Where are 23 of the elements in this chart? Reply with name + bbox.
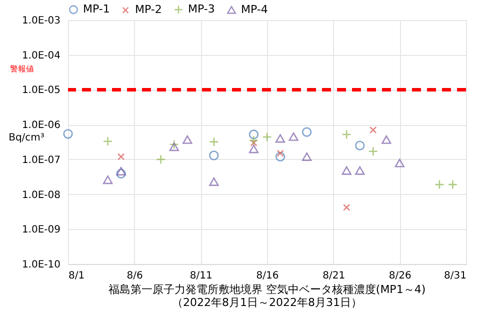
x-tick-label: 8/16 <box>256 270 279 282</box>
legend-label: MP-2 <box>135 3 162 16</box>
y-tick-label: 1.0E-10 <box>22 260 60 270</box>
x-tick-label: 8/1 <box>68 270 85 282</box>
x-tick-label: 8/21 <box>322 270 346 282</box>
y-tick-label: 1.0E-06 <box>22 120 60 132</box>
legend-label: MP-1 <box>83 2 110 16</box>
text: 福島第一原子力発電所敷地境界 空気中ベータ核種濃度(MP1～4) <box>108 283 426 296</box>
legend-label: MP-4 <box>241 2 268 16</box>
y-tick-label: 1.0E-09 <box>22 224 60 236</box>
y-axis-title: Bq/cm³ <box>8 132 44 144</box>
legend-label: MP-3 <box>188 2 215 16</box>
ref-line-label: 警報値 <box>10 64 34 74</box>
y-tick-label: 1.0E-05 <box>22 85 60 96</box>
x-tick-label: 8/6 <box>126 270 143 282</box>
x-tick-label: 8/11 <box>190 270 212 282</box>
y-tick-label: 1.0E-03 <box>22 16 60 26</box>
text: （2022年8月1日～2022年8月31日） <box>172 296 362 309</box>
x-tick-label: 8/31 <box>444 270 466 282</box>
y-tick-label: 1.0E-07 <box>22 154 60 166</box>
y-tick-label: 1.0E-04 <box>22 50 60 62</box>
x-tick-label: 8/26 <box>388 270 412 282</box>
y-tick-label: 1.0E-08 <box>22 190 60 201</box>
